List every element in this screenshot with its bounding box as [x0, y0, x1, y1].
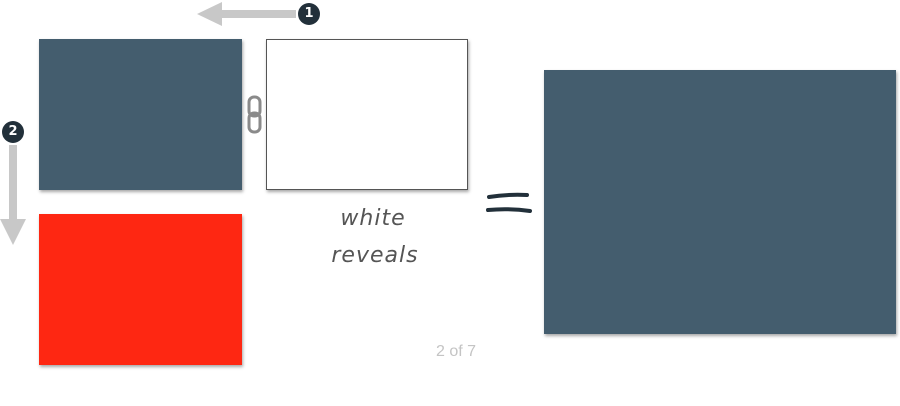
step-1-badge: 1: [298, 3, 320, 25]
result-panel: [544, 70, 896, 334]
step-2-badge: 2: [2, 121, 24, 143]
red-panel-bottom-left: [39, 214, 242, 365]
slate-panel-top-left: [39, 39, 242, 190]
annotation-line-1: white: [340, 206, 406, 231]
equals-icon: [486, 192, 532, 213]
white-panel-top-right: [266, 39, 468, 190]
page-indicator: 2 of 7: [435, 343, 477, 360]
annotation-line-2: reveals: [331, 243, 419, 268]
link-icon: [247, 95, 262, 134]
arrow-down-icon: [0, 145, 26, 245]
arrow-left-icon: [197, 2, 296, 26]
